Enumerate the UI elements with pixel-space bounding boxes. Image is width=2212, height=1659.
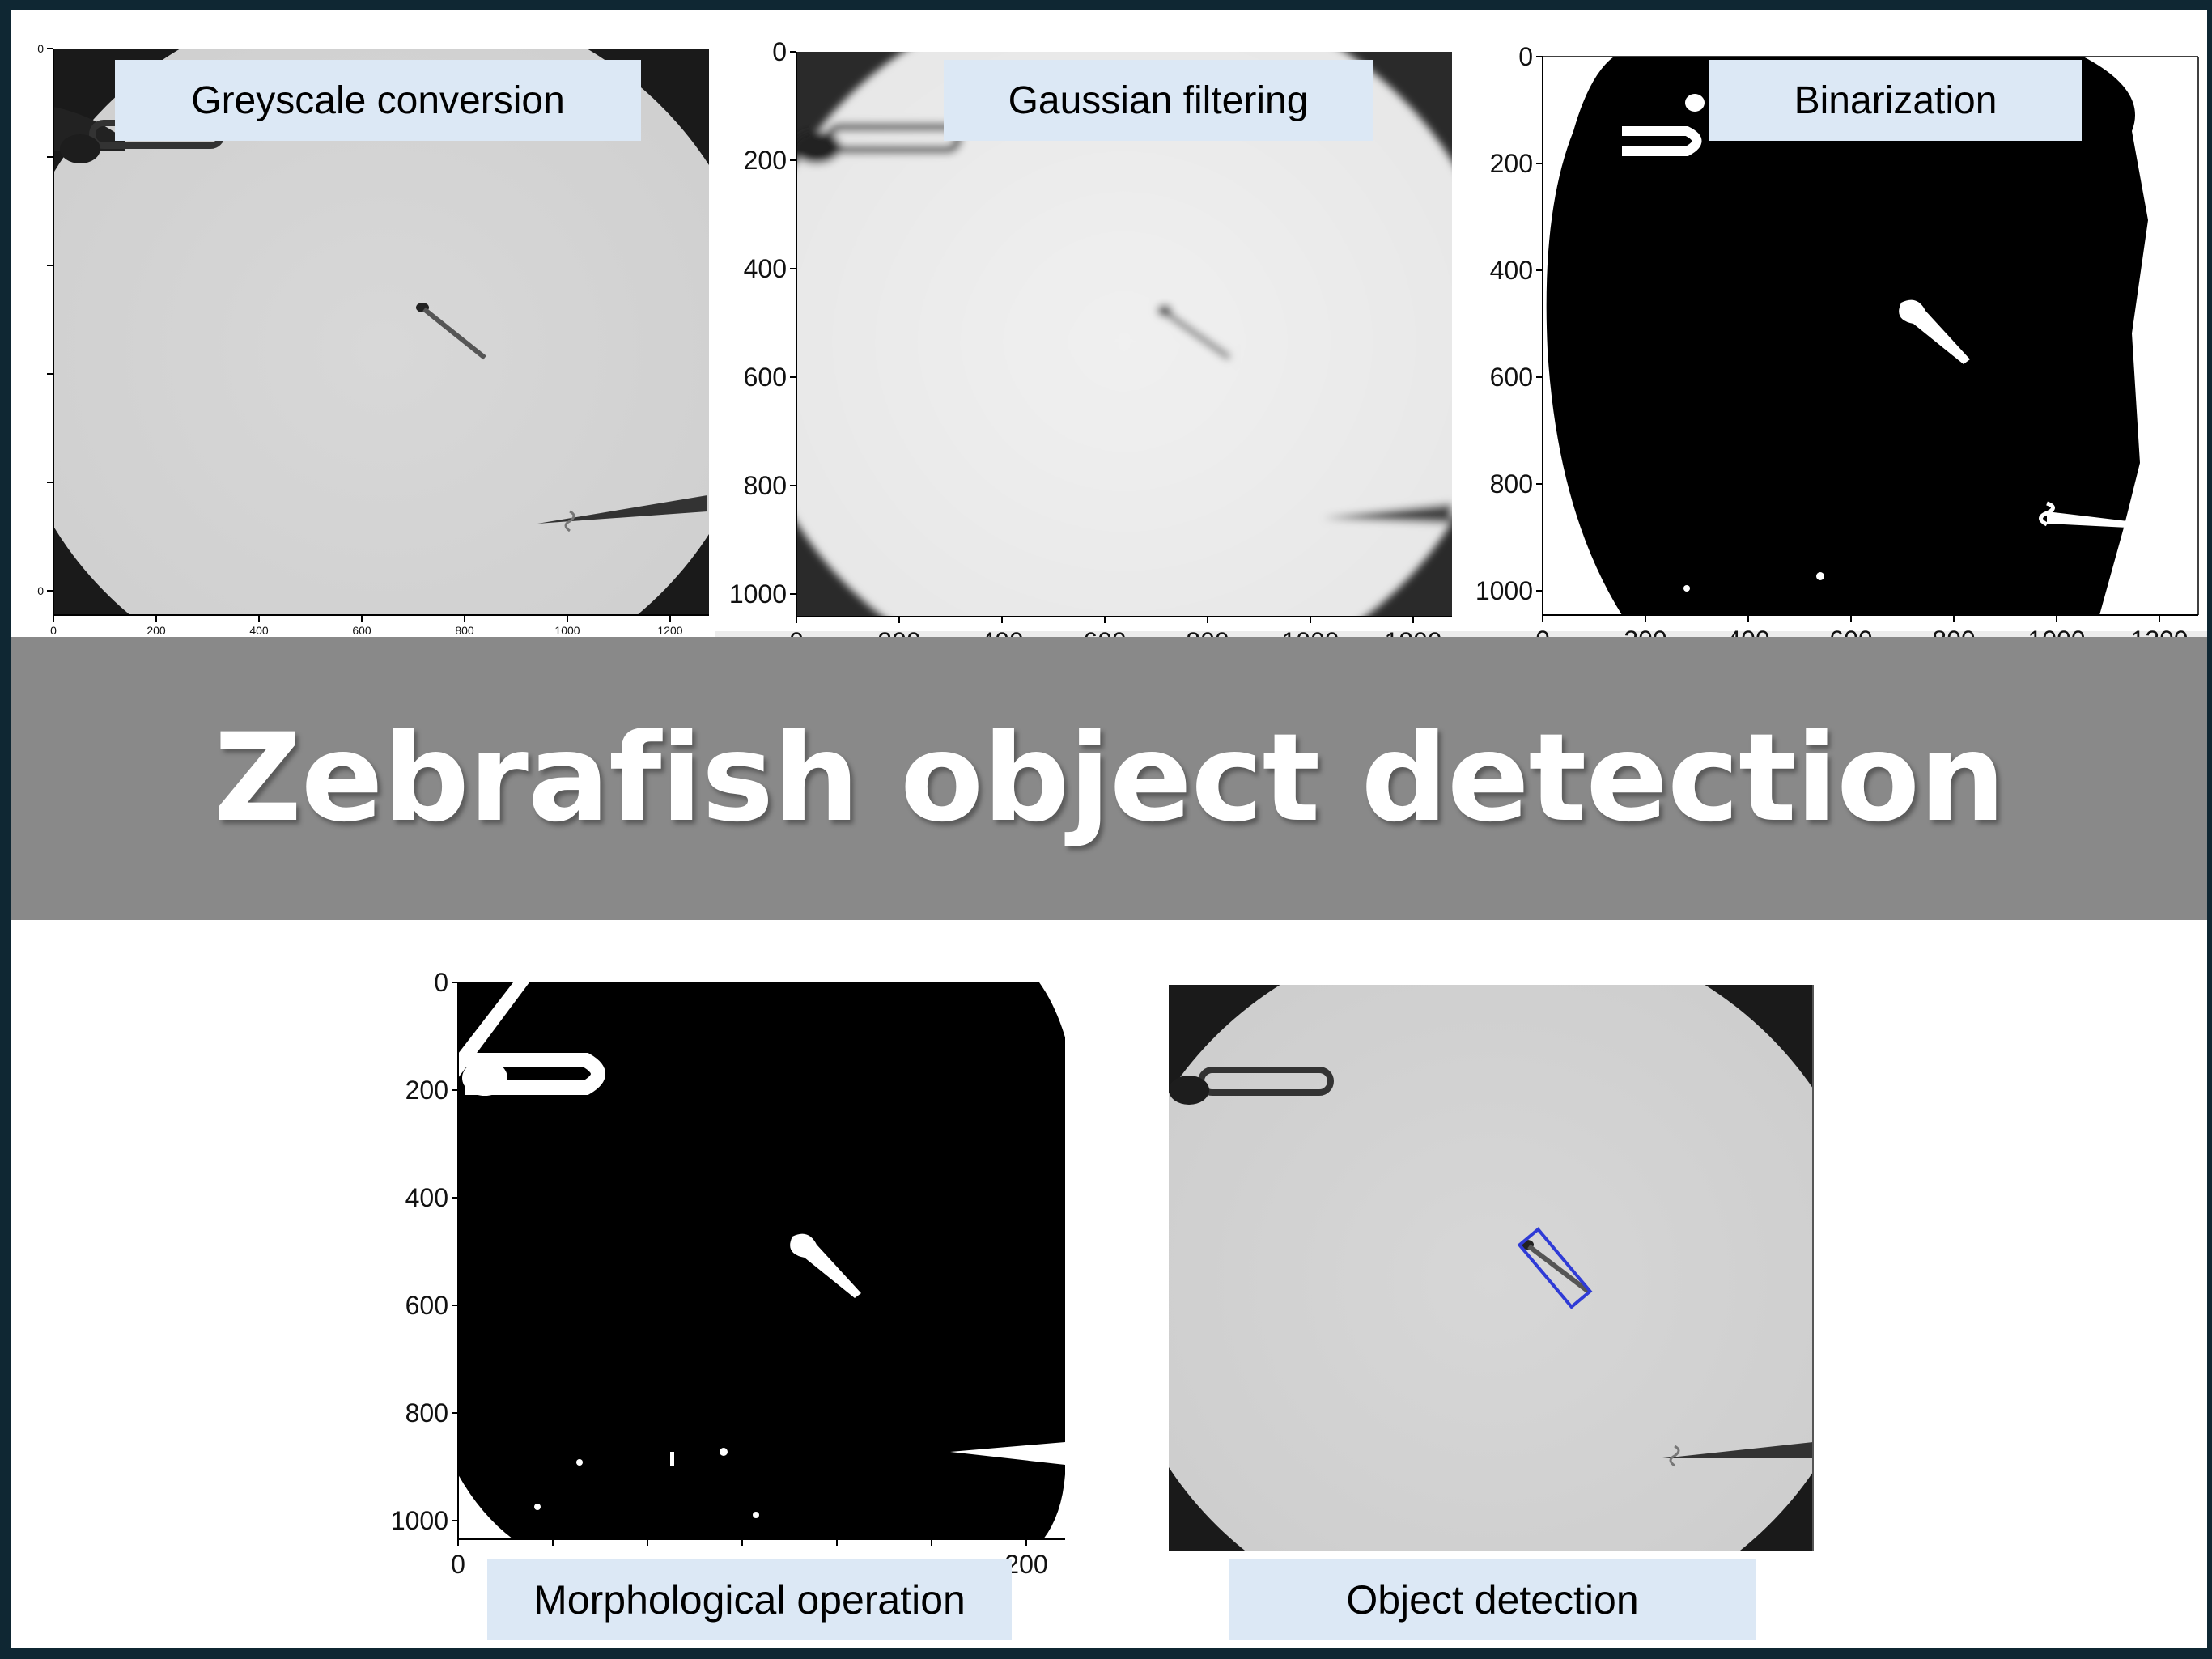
- y-tick-label: 1000: [391, 1506, 448, 1535]
- y-tick-label: 0: [1518, 42, 1533, 71]
- greyscale-panel: 0 200 400 600 800 1000 1200 0 0 Greyscale conver…: [11, 10, 724, 649]
- y-tick-label: 1000: [1475, 576, 1533, 605]
- x-tick-label: 600: [352, 624, 371, 637]
- y-tick-label: 200: [744, 146, 787, 175]
- y-tick-label: 400: [744, 254, 787, 283]
- y-tick-label: 800: [744, 471, 787, 500]
- gaussian-image: [796, 52, 1452, 617]
- detection-caption: Object detection: [1229, 1559, 1756, 1640]
- binarization-image: [1543, 57, 2198, 615]
- y-tick-label: 200: [405, 1076, 448, 1105]
- detection-panel: Object detection: [1144, 957, 1841, 1644]
- y-tick-label: 600: [1490, 363, 1533, 392]
- morphological-panel: 0 200 0 200 400 600 800 1000 Morphological oper…: [367, 957, 1096, 1644]
- y-tick-label: 0: [37, 42, 44, 55]
- y-tick-label: 0: [772, 37, 787, 66]
- x-tick-label: 1200: [657, 624, 682, 637]
- x-tick-label: 0: [451, 1550, 465, 1579]
- morphological-image: [458, 982, 1065, 1539]
- detection-bounding-box: [1517, 1227, 1593, 1309]
- gaussian-plot: 02004006008001000120002004006008001000: [729, 37, 1452, 656]
- greyscale-plot: 0 200 400 600 800 1000 1200 0 0: [37, 42, 709, 637]
- slide: 0 200 400 600 800 1000 1200 0 0 Greyscale conver…: [11, 10, 2207, 1648]
- y-tick-label: 0: [37, 584, 44, 597]
- x-tick-label: 0: [50, 624, 57, 637]
- x-tick-label: 400: [249, 624, 269, 637]
- greyscale-image: [53, 49, 709, 615]
- x-tick-label: 200: [1004, 1550, 1047, 1579]
- binarization-caption: Binarization: [1709, 60, 2082, 141]
- gaussian-panel: 02004006008001000120002004006008001000 G…: [707, 10, 1460, 669]
- y-tick-label: 1000: [729, 579, 787, 609]
- y-tick-label: 200: [1490, 149, 1533, 178]
- detection-image: [1169, 985, 1813, 1551]
- x-tick-label: 800: [455, 624, 474, 637]
- morphological-caption: Morphological operation: [487, 1559, 1012, 1640]
- detection-plot: [1169, 985, 1814, 1551]
- gaussian-caption: Gaussian filtering: [944, 60, 1373, 141]
- y-tick-label: 0: [434, 968, 448, 997]
- y-tick-label: 800: [405, 1398, 448, 1428]
- y-tick-label: 600: [405, 1291, 448, 1320]
- x-tick-label: 200: [146, 624, 166, 637]
- binarization-panel: 02004006008001000120002004006008001000 B…: [1452, 10, 2207, 669]
- title-banner: Zebrafish object detection: [11, 637, 2207, 920]
- greyscale-caption: Greyscale conversion: [115, 60, 641, 141]
- morphological-plot: 0 200 0 200 400 600 800 1000: [391, 968, 1065, 1579]
- y-tick-label: 800: [1490, 469, 1533, 499]
- page-title: Zebrafish object detection: [214, 708, 2006, 849]
- y-tick-label: 400: [405, 1183, 448, 1212]
- y-tick-label: 600: [744, 363, 787, 392]
- y-tick-label: 400: [1490, 256, 1533, 285]
- x-tick-label: 1000: [554, 624, 580, 637]
